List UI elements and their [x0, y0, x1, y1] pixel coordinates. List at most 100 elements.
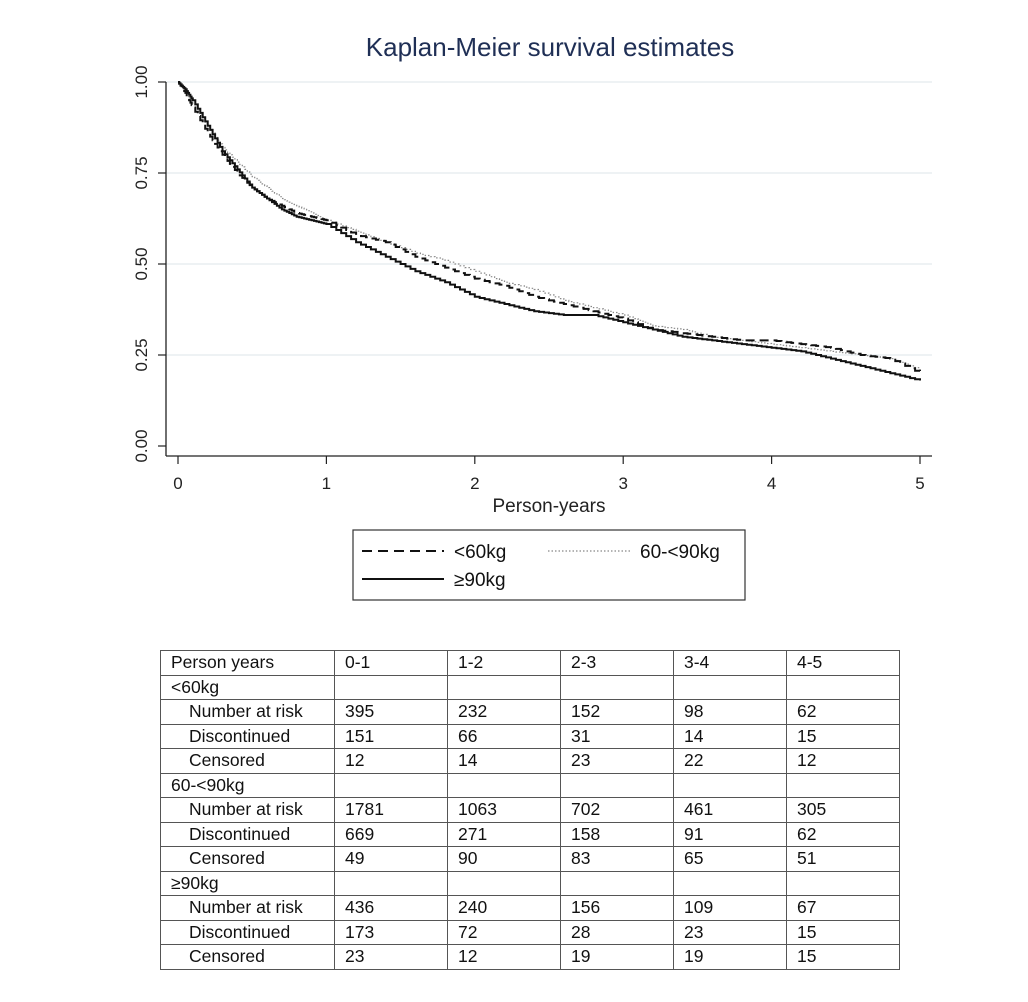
- x-tick-label: 3: [618, 474, 627, 493]
- x-tick-label: 4: [767, 474, 776, 493]
- y-tick-label: 0.00: [132, 429, 151, 462]
- table-cell: 151: [334, 723, 448, 749]
- table-cell-empty: [786, 772, 900, 798]
- table-cell: 19: [560, 944, 674, 970]
- table-cell: 1063: [447, 797, 561, 823]
- table-cell: 91: [673, 821, 787, 847]
- x-tick-label: 1: [322, 474, 331, 493]
- group-label: 60-<90kg: [160, 772, 335, 798]
- table-cell: 156: [560, 895, 674, 921]
- y-tick-label: 0.75: [132, 156, 151, 189]
- table-cell: 461: [673, 797, 787, 823]
- table-header-cell: 4-5: [786, 650, 900, 676]
- table-cell: 1781: [334, 797, 448, 823]
- row-label: Discontinued: [160, 821, 335, 847]
- table-cell: 67: [786, 895, 900, 921]
- table-cell: 62: [786, 821, 900, 847]
- legend-label-lt60: <60kg: [454, 542, 506, 563]
- series-lines: [178, 81, 921, 381]
- row-label: Censored: [160, 748, 335, 774]
- series-line-0: [178, 81, 921, 374]
- legend-label-ge90: ≥90kg: [454, 570, 506, 591]
- table-row: Number at risk 1781 1063 702 461 305: [160, 797, 900, 823]
- legend-box: [352, 529, 746, 601]
- table-cell: 232: [447, 699, 561, 725]
- table-cell: 28: [560, 919, 674, 945]
- table-cell: 395: [334, 699, 448, 725]
- row-label: Discontinued: [160, 723, 335, 749]
- table-cell: 15: [786, 919, 900, 945]
- table-cell-empty: [560, 674, 674, 700]
- row-label: Censored: [160, 944, 335, 970]
- x-tick-label: 2: [470, 474, 479, 493]
- table-cell: 12: [786, 748, 900, 774]
- table-cell: 23: [560, 748, 674, 774]
- table-row: Discontinued 151 66 31 14 15: [160, 723, 900, 749]
- table-cell: 158: [560, 821, 674, 847]
- table-row: Number at risk 436 240 156 109 67: [160, 895, 900, 921]
- table-cell-empty: [560, 870, 674, 896]
- table-cell-empty: [334, 674, 448, 700]
- table-cell: 49: [334, 846, 448, 872]
- table-cell-empty: [786, 674, 900, 700]
- table-cell: 15: [786, 723, 900, 749]
- table-cell-empty: [447, 870, 561, 896]
- chart-title: Kaplan-Meier survival estimates: [366, 32, 734, 62]
- row-label: Number at risk: [160, 699, 335, 725]
- legend-label-60to90: 60-<90kg: [640, 542, 720, 563]
- table-cell: 15: [786, 944, 900, 970]
- table-cell: 31: [560, 723, 674, 749]
- table-cell: 22: [673, 748, 787, 774]
- table-header-cell: 2-3: [560, 650, 674, 676]
- table-cell: 109: [673, 895, 787, 921]
- table-header-cell: 1-2: [447, 650, 561, 676]
- table-cell: 669: [334, 821, 448, 847]
- x-axis-title: Person-years: [493, 496, 606, 517]
- table-cell: 152: [560, 699, 674, 725]
- table-cell-empty: [673, 674, 787, 700]
- row-label: Censored: [160, 846, 335, 872]
- table-cell: 14: [447, 748, 561, 774]
- table-cell: 305: [786, 797, 900, 823]
- table-cell: 240: [447, 895, 561, 921]
- y-tick-label: 1.00: [132, 65, 151, 98]
- table-header-row: Person years 0-1 1-2 2-3 3-4 4-5: [160, 650, 900, 676]
- row-label: Number at risk: [160, 895, 335, 921]
- x-tick-label: 5: [915, 474, 924, 493]
- table-cell: 23: [334, 944, 448, 970]
- table-cell: 173: [334, 919, 448, 945]
- table-cell: 12: [334, 748, 448, 774]
- y-tick-label: 0.25: [132, 338, 151, 371]
- axes: 0.00 0.25 0.50 0.75 1.00 0 1 2 3 4 5: [132, 65, 932, 493]
- table-cell: 19: [673, 944, 787, 970]
- table-cell: 98: [673, 699, 787, 725]
- table-group-row: ≥90kg: [160, 870, 900, 896]
- km-chart: Kaplan-Meier survival estimates 0.00 0.25…: [132, 32, 932, 601]
- table-group-row: <60kg: [160, 674, 900, 700]
- table-cell: 23: [673, 919, 787, 945]
- x-tick-label: 0: [173, 474, 182, 493]
- table-cell-empty: [673, 870, 787, 896]
- table-cell: 271: [447, 821, 561, 847]
- table-cell: 66: [447, 723, 561, 749]
- legend: <60kg 60-<90kg ≥90kg: [352, 529, 746, 601]
- table-cell-empty: [786, 870, 900, 896]
- table-row: Censored 23 12 19 19 15: [160, 944, 900, 970]
- table-cell: 62: [786, 699, 900, 725]
- table-cell-empty: [334, 870, 448, 896]
- series-line-1: [178, 81, 921, 370]
- group-label: <60kg: [160, 674, 335, 700]
- group-label: ≥90kg: [160, 870, 335, 896]
- table-cell-empty: [560, 772, 674, 798]
- table-row: Number at risk 395 232 152 98 62: [160, 699, 900, 725]
- table-cell: 83: [560, 846, 674, 872]
- table-cell-empty: [447, 674, 561, 700]
- table-group-row: 60-<90kg: [160, 772, 900, 798]
- table-header-cell: Person years: [160, 650, 335, 676]
- table-cell: 436: [334, 895, 448, 921]
- table-cell: 12: [447, 944, 561, 970]
- row-label: Discontinued: [160, 919, 335, 945]
- table-cell: 702: [560, 797, 674, 823]
- table-row: Discontinued 173 72 28 23 15: [160, 919, 900, 945]
- y-tick-label: 0.50: [132, 247, 151, 280]
